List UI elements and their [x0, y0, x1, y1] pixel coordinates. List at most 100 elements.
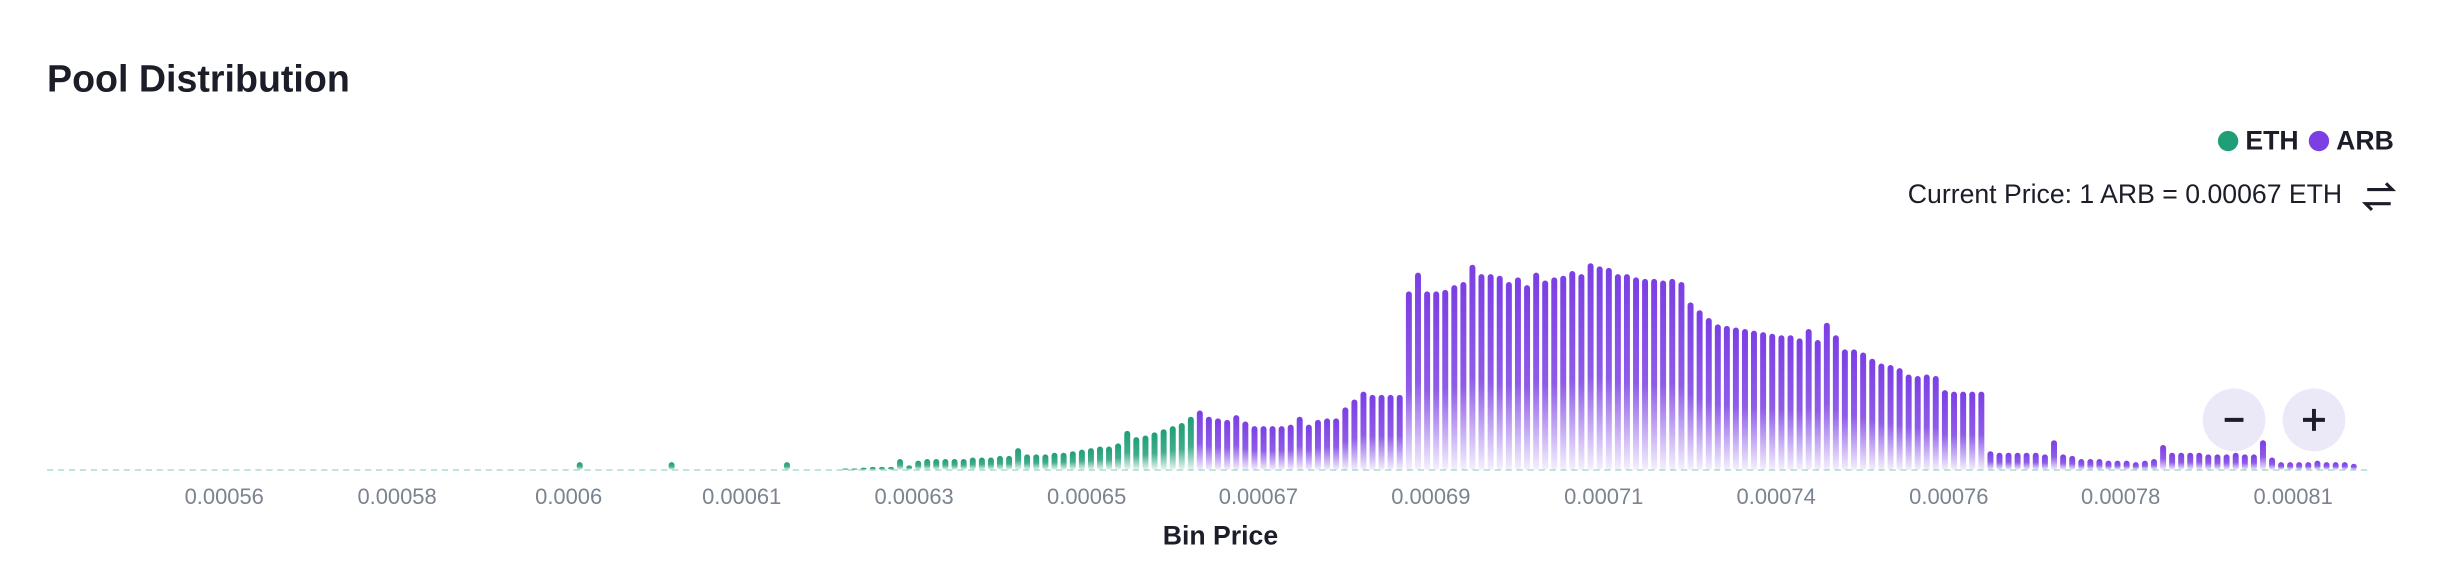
bar [2023, 452, 2030, 471]
bar [2087, 459, 2094, 471]
bar [860, 467, 867, 471]
swap-arrow [2367, 182, 2397, 192]
bar [1260, 426, 1267, 471]
bar [1378, 394, 1385, 471]
bar [1415, 272, 1421, 471]
bar [2187, 452, 2194, 471]
bar [1769, 333, 1776, 471]
bar [1505, 282, 1512, 471]
bar [1187, 416, 1194, 471]
bar [1069, 451, 1076, 471]
bar [2350, 463, 2357, 471]
x-tick-label: 0.00078 [2081, 484, 2160, 509]
bar [1269, 426, 1276, 471]
bar [1106, 446, 1113, 471]
x-tick-label: 0.00071 [1564, 484, 1643, 509]
bar [1024, 454, 1031, 471]
bar [1623, 274, 1630, 471]
bar [1478, 274, 1485, 471]
bar [1914, 376, 1921, 471]
bar [1124, 430, 1131, 471]
bar [1960, 391, 1967, 471]
bar [1396, 394, 1403, 471]
bar [2332, 462, 2339, 471]
bar [1324, 418, 1331, 471]
bar [2169, 452, 2176, 471]
x-tick-label: 0.00067 [1219, 484, 1298, 509]
bar [2160, 444, 2167, 471]
bar [2223, 454, 2230, 471]
bar [1333, 418, 1340, 471]
bar [1051, 452, 1058, 471]
bar [878, 466, 885, 471]
bar [2096, 459, 2103, 471]
bar [1751, 330, 1757, 471]
bar [1742, 329, 1748, 471]
bar [2014, 452, 2021, 471]
bar [2078, 459, 2085, 471]
bar [2141, 460, 2148, 471]
bar [1696, 310, 1703, 471]
bar [2323, 462, 2330, 471]
bar [1205, 416, 1212, 471]
bar [1460, 282, 1467, 471]
bar [1278, 426, 1285, 471]
bar [2296, 462, 2303, 471]
bar [1778, 335, 1785, 471]
bar [1360, 391, 1367, 471]
bar [1087, 448, 1094, 471]
bar [1832, 335, 1839, 471]
series-bars [576, 416, 1194, 471]
bar [1614, 274, 1621, 471]
bar [2260, 440, 2266, 471]
bar [1896, 368, 1903, 471]
bar [1433, 291, 1440, 471]
bar [1115, 443, 1122, 471]
bar [2041, 454, 2048, 471]
bar [1160, 429, 1167, 471]
bar [1642, 278, 1649, 471]
bar [1169, 426, 1176, 471]
x-axis-label: Bin Price [1163, 520, 1278, 550]
bar [1524, 285, 1531, 471]
bar [2314, 460, 2321, 471]
x-tick-label: 0.00061 [702, 484, 781, 509]
x-tick-label: 0.00074 [1737, 484, 1816, 509]
bar [978, 457, 985, 471]
bar [2123, 460, 2130, 471]
zoom-in-button[interactable] [2282, 388, 2346, 452]
bar [1633, 277, 1640, 471]
bar [1097, 446, 1103, 471]
bar [960, 459, 967, 471]
legend-swatch [2308, 130, 2330, 152]
bar [2269, 457, 2276, 471]
bar [2341, 462, 2348, 471]
bar [1760, 332, 1767, 471]
bar [906, 465, 913, 471]
zoom-out-button[interactable] [2202, 388, 2266, 452]
bar [2132, 462, 2139, 471]
bar [1578, 274, 1585, 471]
bar [2114, 460, 2121, 471]
bar [1224, 419, 1231, 471]
bar [1923, 374, 1930, 471]
bar [1787, 335, 1794, 471]
bar [1305, 424, 1312, 471]
bar [2105, 460, 2112, 471]
swap-icon[interactable] [2361, 182, 2397, 212]
bar [2151, 459, 2157, 471]
bar [942, 459, 949, 471]
bar [1296, 416, 1303, 471]
bar [2196, 452, 2203, 471]
bar [1869, 358, 1876, 471]
bar [1732, 327, 1739, 471]
bar [851, 468, 858, 471]
x-tick-label: 0.00069 [1391, 484, 1470, 509]
bar [1006, 455, 1013, 471]
bar [2278, 462, 2285, 471]
bar [1551, 277, 1558, 471]
bar [1796, 338, 1803, 471]
legend-label: ETH [2245, 126, 2298, 156]
bar [997, 455, 1003, 471]
bar [1215, 418, 1221, 471]
